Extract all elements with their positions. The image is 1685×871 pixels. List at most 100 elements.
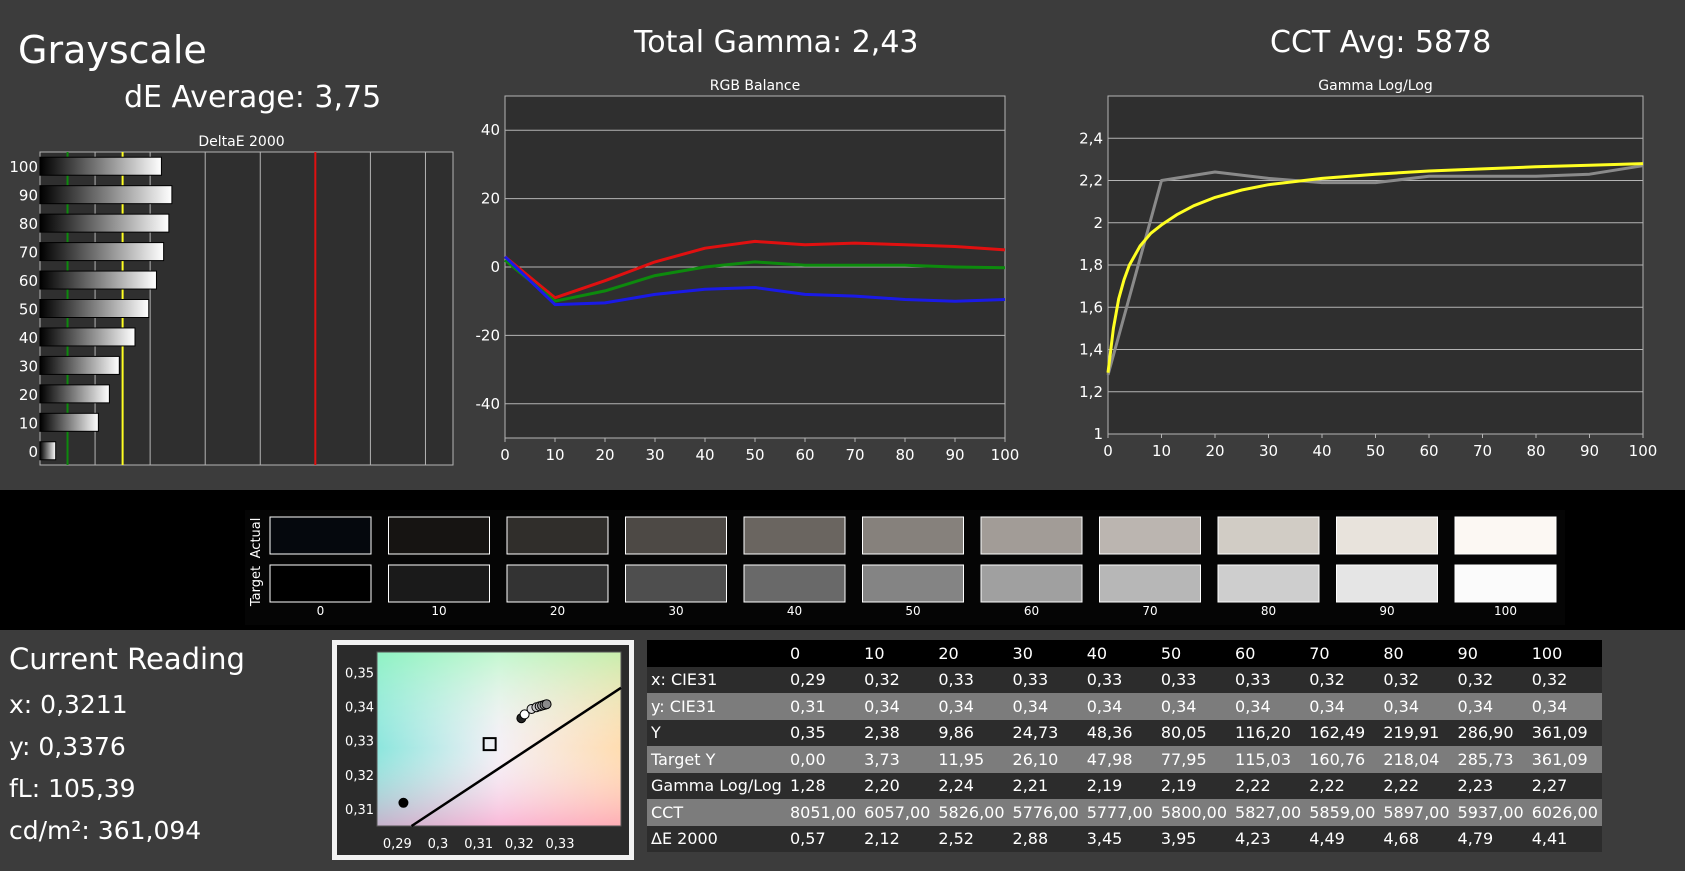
bar	[39, 355, 120, 375]
target-swatch	[1217, 564, 1320, 603]
table-cell: 0,31	[786, 693, 861, 720]
x-tick-label: 0,29	[383, 837, 412, 852]
y-tick-label: 80	[19, 215, 38, 233]
table-cell: 2,52	[934, 825, 1009, 852]
reading-y: y: 0,3376	[9, 732, 126, 761]
table-cell: 2,22	[1231, 772, 1306, 799]
bar	[39, 156, 162, 176]
table-cell: 5800,00	[1156, 799, 1232, 826]
table-cell: 0,34	[1453, 693, 1528, 720]
actual-swatch	[743, 516, 846, 555]
table-cell: 0,34	[1008, 693, 1083, 720]
table-cell: 47,98	[1082, 746, 1157, 773]
target-swatch	[1454, 564, 1557, 603]
table-cell: 77,95	[1156, 746, 1232, 773]
table-cell: 0,34	[934, 693, 1009, 720]
table-row: Gamma Log/Log 1,28 2,20 2,24 2,21 2,19 2,19 2,2…	[647, 772, 1602, 799]
table-cell: 11,95	[934, 746, 1009, 773]
y-tick-label: 90	[19, 187, 38, 205]
table-cell: 0,32	[1453, 666, 1528, 693]
column-header: 100	[1527, 640, 1602, 667]
swatch-label: 90	[1379, 604, 1394, 618]
y-tick-label: 20	[481, 190, 500, 208]
y-tick-label: -20	[476, 326, 501, 344]
table-cell: 4,68	[1379, 825, 1454, 852]
table-cell: 115,03	[1231, 746, 1306, 773]
table-cell: 218,04	[1379, 746, 1454, 773]
swatch-label: 60	[1024, 604, 1039, 618]
y-tick-label: 2,2	[1079, 172, 1103, 190]
table-cell: 5937,00	[1453, 799, 1528, 826]
table-row: y: CIE31 0,31 0,34 0,34 0,34 0,34 0,34 0,34 0,34…	[647, 693, 1602, 720]
y-tick-label: 0	[490, 258, 500, 276]
column-header: 90	[1453, 640, 1528, 667]
bar	[39, 384, 110, 404]
table-cell: 0,34	[1156, 693, 1232, 720]
row-label: Gamma Log/Log	[647, 772, 786, 799]
y-tick-label: 60	[19, 272, 38, 290]
target-point	[482, 737, 497, 752]
y-tick-label: 1,8	[1079, 256, 1103, 274]
x-tick-label: 50	[1366, 442, 1385, 460]
target-row-label: Target	[249, 566, 264, 607]
table-cell: 160,76	[1305, 746, 1380, 773]
x-tick-label: 0,3	[428, 837, 449, 852]
y-tick-label: 1,2	[1079, 383, 1103, 401]
cie-chart: 0,35 0,34 0,33 0,32 0,31 0,29 0,3 0,31 0,32 0,33	[332, 640, 634, 860]
y-tick-label: 30	[19, 357, 38, 375]
swatch-label: 30	[668, 604, 683, 618]
table-cell: 0,33	[1156, 666, 1232, 693]
row-label: ΔE 2000	[647, 825, 786, 852]
y-tick-label: 0,31	[345, 803, 374, 818]
table-cell: 5777,00	[1082, 799, 1157, 826]
y-tick-label: 10	[19, 414, 38, 432]
y-tick-label: 20	[19, 386, 38, 404]
table-cell: 0,29	[786, 666, 861, 693]
table-cell: 3,95	[1156, 825, 1232, 852]
chart-title: DeltaE 2000	[198, 134, 284, 150]
swatch-label: 0	[317, 604, 325, 618]
table-cell: 0,35	[786, 719, 861, 746]
measured-point	[541, 699, 552, 710]
gamma-chart: Gamma Log/Log 2,4 2,2 2 1,8 1,6 1,4 1,2 10 10 20 30…	[1079, 78, 1657, 460]
table-row: x: CIE31 0,29 0,32 0,33 0,33 0,33 0,33 0,33 0,32…	[647, 666, 1602, 693]
row-label: x: CIE31	[647, 666, 786, 693]
actual-swatch	[506, 516, 609, 555]
table-cell: 361,09	[1527, 746, 1602, 773]
x-tick-label: 70	[1473, 442, 1492, 460]
table-cell: 6057,00	[860, 799, 935, 826]
table-cell: 0,34	[1305, 693, 1380, 720]
table-cell: 3,73	[860, 746, 935, 773]
column-header: 20	[934, 640, 1009, 667]
table-cell: 4,41	[1527, 825, 1602, 852]
table-cell: 8051,00	[786, 799, 861, 826]
target-swatch	[625, 564, 727, 603]
grayscale-title: Grayscale	[18, 28, 207, 72]
table-cell: 1,28	[786, 772, 861, 799]
current-reading-title: Current Reading	[9, 642, 245, 676]
table-cell: 5826,00	[934, 799, 1009, 826]
column-header: 80	[1379, 640, 1454, 667]
x-tick-label: 0	[500, 446, 510, 464]
table-cell: 4,79	[1453, 825, 1528, 852]
table-cell: 2,38	[860, 719, 935, 746]
actual-swatch	[1336, 516, 1438, 555]
bar	[39, 185, 173, 205]
bar	[39, 242, 165, 262]
y-tick-label: 2	[1093, 214, 1103, 232]
swatch-label: 40	[787, 604, 802, 618]
table-cell: 285,73	[1453, 746, 1528, 773]
deltae-chart: DeltaE 200002468101214010203040506070809…	[9, 134, 454, 466]
table-row: CCT 8051,00 6057,00 5826,00 5776,00 5777,00 58…	[647, 799, 1602, 826]
target-swatch	[862, 564, 964, 603]
cct-avg-title: CCT Avg: 5878	[1270, 25, 1492, 60]
table-cell: 80,05	[1156, 719, 1232, 746]
table-cell: 286,90	[1453, 719, 1528, 746]
table-cell: 162,49	[1305, 719, 1380, 746]
actual-swatch	[269, 516, 372, 555]
table-cell: 3,45	[1082, 825, 1157, 852]
table-cell: 4,49	[1305, 825, 1380, 852]
x-tick-label: 80	[895, 446, 914, 464]
reading-x: x: 0,3211	[9, 690, 128, 719]
y-tick-label: 0,35	[345, 666, 374, 681]
